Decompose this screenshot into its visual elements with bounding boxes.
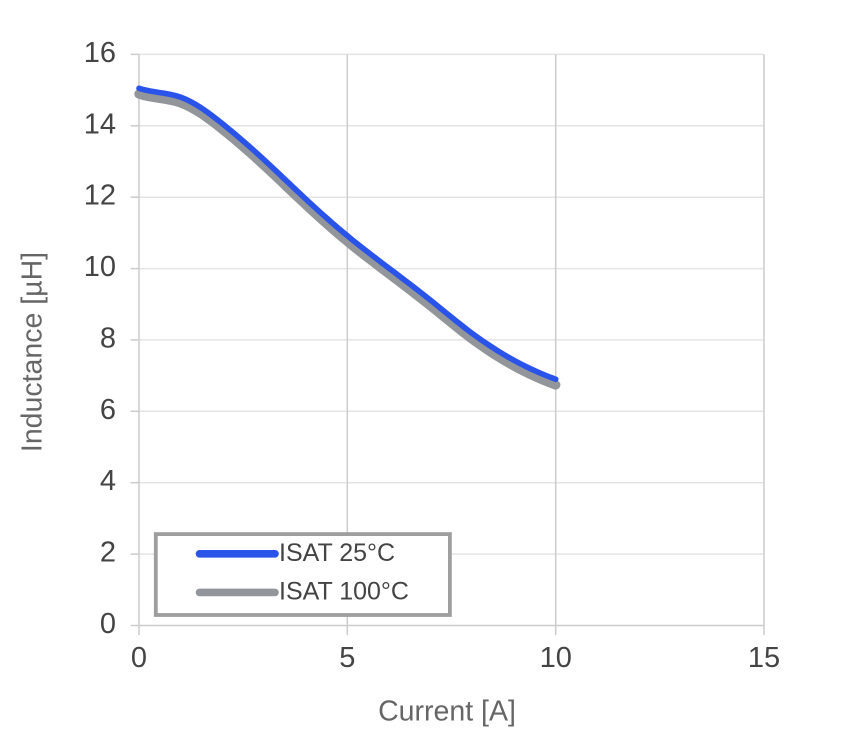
svg-text:12: 12 [84, 180, 116, 212]
svg-text:Current [A]: Current [A] [378, 696, 516, 728]
svg-text:16: 16 [84, 37, 116, 69]
svg-text:6: 6 [100, 394, 116, 426]
svg-text:Inductance [µH]: Inductance [µH] [17, 252, 49, 452]
svg-text:5: 5 [339, 642, 355, 674]
svg-text:10: 10 [84, 251, 116, 283]
svg-text:4: 4 [100, 465, 116, 497]
svg-text:ISAT 100°C: ISAT 100°C [279, 578, 409, 606]
svg-text:10: 10 [540, 642, 572, 674]
svg-text:15: 15 [748, 642, 780, 674]
svg-text:2: 2 [100, 537, 116, 569]
svg-text:14: 14 [84, 108, 116, 140]
svg-text:0: 0 [131, 642, 147, 674]
svg-text:0: 0 [100, 608, 116, 640]
svg-text:8: 8 [100, 322, 116, 354]
svg-text:ISAT 25°C: ISAT 25°C [279, 539, 395, 567]
